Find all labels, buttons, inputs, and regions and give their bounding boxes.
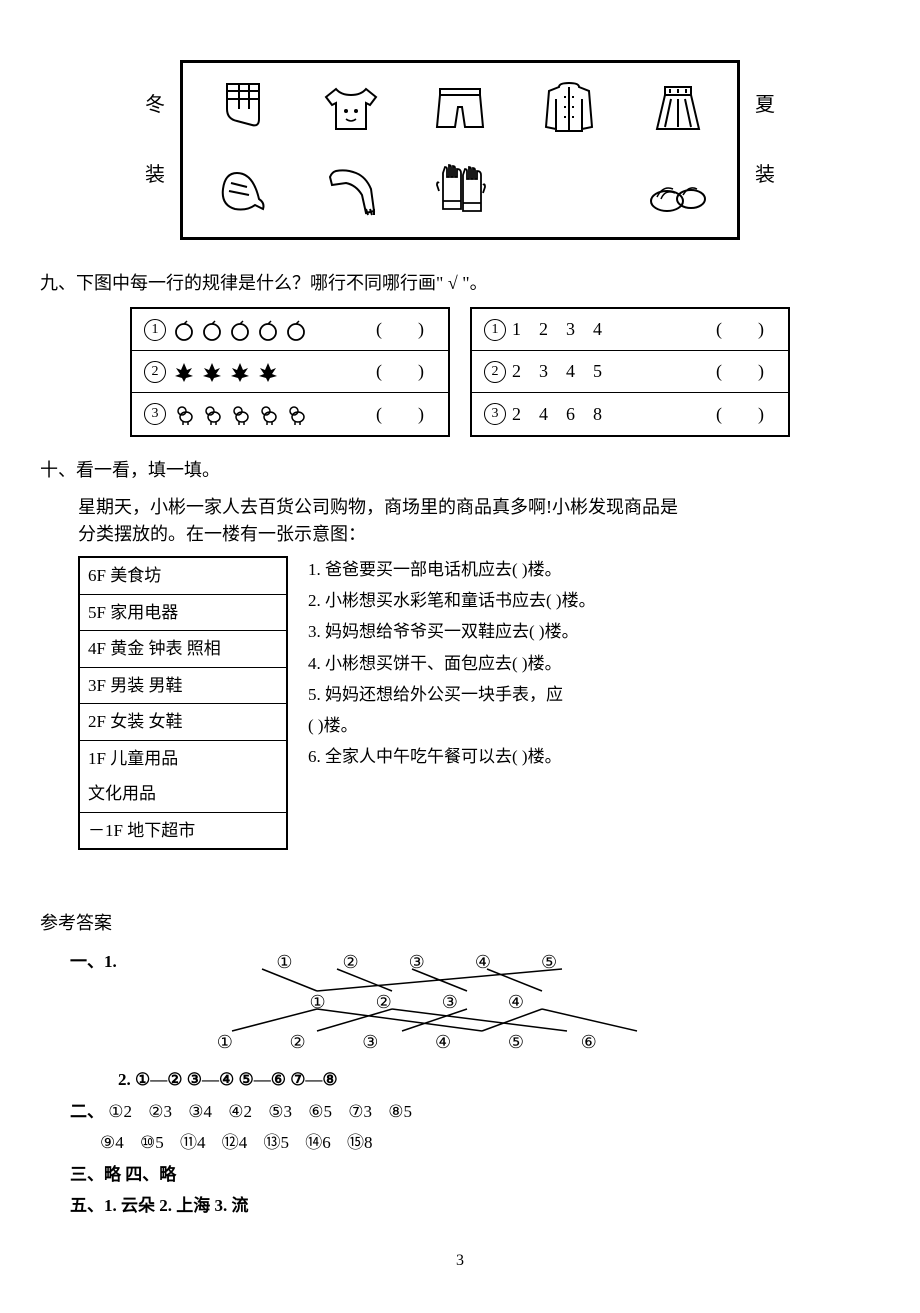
scarf-icon — [302, 155, 401, 227]
chicken-icons — [172, 402, 364, 426]
floor-table: 6F 美食坊 5F 家用电器 4F 黄金 钟表 照相 3F 男装 男鞋 2F 女… — [78, 556, 288, 850]
gloves-icon — [411, 155, 510, 227]
hat-icon — [193, 155, 292, 227]
pattern-row-3: 3 ( ) — [132, 393, 448, 435]
cr-t-5: ⑤ — [541, 949, 557, 976]
number-row-2: 2 3 4 5 — [512, 358, 704, 385]
cr-b-3: ③ — [362, 1029, 378, 1056]
cr-b-6: ⑥ — [581, 1029, 597, 1056]
q3: 3. 妈妈想给爷爷买一双鞋应去( )楼。 — [308, 618, 880, 645]
floor-4f: 4F 黄金 钟表 照相 — [80, 631, 286, 668]
floor-6f: 6F 美食坊 — [80, 558, 286, 595]
label-winter: 冬 装 — [140, 90, 170, 190]
pattern-right-row-3: 3 2 4 6 8 ( ) — [472, 393, 788, 435]
section-10-intro: 星期天，小彬一家人去百货公司购物，商场里的商品真多啊!小彬发现商品是 分类摆放的… — [78, 494, 880, 548]
cr-m-3: ③ — [442, 989, 458, 1016]
paren: ( ) — [376, 401, 424, 428]
cr-m-2: ② — [376, 989, 392, 1016]
pattern-row-2: 2 ( ) — [132, 351, 448, 393]
cr-m-4: ④ — [508, 989, 524, 1016]
coat-icon — [519, 73, 618, 145]
ans-1-2: 2. ①—② ③—④ ⑤—⑥ ⑦—⑧ — [118, 1067, 880, 1093]
intro-line-1: 星期天，小彬一家人去百货公司购物，商场里的商品真多啊!小彬发现商品是 — [78, 494, 880, 521]
floor-1f-b: 文化用品 — [80, 776, 286, 813]
paren: ( ) — [716, 401, 764, 428]
q5b: ( )楼。 — [308, 712, 880, 739]
paren: ( ) — [376, 316, 424, 343]
pattern-table-right: 1 1 2 3 4 ( ) 2 2 3 4 5 ( ) — [470, 307, 790, 437]
floor-1f-a: 1F 儿童用品 — [80, 741, 286, 777]
shorts-icon — [411, 73, 510, 145]
ans-3-4: 三、略 四、略 — [70, 1162, 880, 1188]
char-winter-2: 装 — [140, 160, 170, 190]
section-10-content: 6F 美食坊 5F 家用电器 4F 黄金 钟表 照相 3F 男装 男鞋 2F 女… — [78, 556, 880, 850]
cr-b-5: ⑤ — [508, 1029, 524, 1056]
number-row-1: 1 2 3 4 — [512, 316, 704, 343]
paren: ( ) — [716, 358, 764, 385]
pattern-table-left: 1 ( ) 2 ( ) — [130, 307, 450, 437]
cr-b-2: ② — [290, 1029, 306, 1056]
q1: 1. 爸爸要买一部电话机应去( )楼。 — [308, 556, 880, 583]
pattern-row-1: 1 ( ) — [132, 309, 448, 351]
section-9: 九、下图中每一行的规律是什么？哪行不同哪行画" √ "。 1 ( ) 2 — [40, 270, 880, 437]
empty-icon — [519, 155, 618, 227]
section-8: 冬 装 — [40, 60, 880, 240]
row-num-r3: 3 — [484, 403, 506, 425]
cr-t-2: ② — [343, 949, 359, 976]
intro-line-2: 分类摆放的。在一楼有一张示意图： — [78, 521, 880, 548]
floor-2f: 2F 女装 女鞋 — [80, 704, 286, 741]
paren: ( ) — [716, 316, 764, 343]
cr-t-3: ③ — [409, 949, 425, 976]
cr-b-1: ① — [217, 1029, 233, 1056]
row-num-2: 2 — [144, 361, 166, 383]
q2: 2. 小彬想买水彩笔和童话书应去( )楼。 — [308, 587, 880, 614]
page-number: 3 — [40, 1249, 880, 1273]
section-10-title: 十、看一看，填一填。 — [40, 457, 880, 484]
cr-b-4: ④ — [435, 1029, 451, 1056]
q4: 4. 小彬想买饼干、面包应去( )楼。 — [308, 650, 880, 677]
apple-icons — [172, 318, 364, 342]
clothing-icons — [183, 63, 737, 237]
cr-m-1: ① — [309, 989, 325, 1016]
cr-t-4: ④ — [475, 949, 491, 976]
socks-icon — [193, 73, 292, 145]
sandals-icon — [628, 155, 727, 227]
floor-3f: 3F 男装 男鞋 — [80, 668, 286, 705]
section-9-title: 九、下图中每一行的规律是什么？哪行不同哪行画" √ "。 — [40, 270, 880, 297]
row-num-r2: 2 — [484, 361, 506, 383]
questions-list: 1. 爸爸要买一部电话机应去( )楼。 2. 小彬想买水彩笔和童话书应去( )楼… — [308, 556, 880, 850]
q5a: 5. 妈妈还想给外公买一块手表，应 — [308, 681, 880, 708]
cross-diagram: ① ② ③ ④ ⑤ ① ② ③ ④ ① ② ③ ④ ⑤ ⑥ — [187, 949, 647, 1059]
answers-section: 参考答案 一、1. ① ② ③ ④ — [40, 910, 880, 1219]
floor-b1: －1F 地下超市 — [80, 813, 286, 849]
ans-2-a: 二、 ①2 ②3 ③4 ④2 ⑤3 ⑥5 ⑦3 ⑧5 — [70, 1099, 880, 1125]
pattern-right-row-2: 2 2 3 4 5 ( ) — [472, 351, 788, 393]
ans-5: 五、1. 云朵 2. 上海 3. 流 — [70, 1193, 880, 1219]
pattern-right-row-1: 1 1 2 3 4 ( ) — [472, 309, 788, 351]
char-summer-1: 夏 — [750, 90, 780, 120]
char-summer-2: 装 — [750, 160, 780, 190]
label-summer: 夏 装 — [750, 90, 780, 190]
paren: ( ) — [376, 358, 424, 385]
row-num-1: 1 — [144, 319, 166, 341]
cross-row-middle: ① ② ③ ④ — [187, 989, 647, 1016]
skirt-icon — [628, 73, 727, 145]
tshirt-icon — [302, 73, 401, 145]
ans-1-label: 一、1. — [70, 949, 117, 1067]
floor-5f: 5F 家用电器 — [80, 595, 286, 632]
ans-2-b: ⑨4 ⑩5 ⑪4 ⑫4 ⑬5 ⑭6 ⑮8 — [100, 1130, 880, 1156]
maple-icons — [172, 360, 364, 384]
char-winter-1: 冬 — [140, 90, 170, 120]
row-num-r1: 1 — [484, 319, 506, 341]
pattern-container: 1 ( ) 2 ( ) — [40, 307, 880, 437]
row-num-3: 3 — [144, 403, 166, 425]
section-10: 十、看一看，填一填。 星期天，小彬一家人去百货公司购物，商场里的商品真多啊!小彬… — [40, 457, 880, 850]
cross-row-top: ① ② ③ ④ ⑤ — [187, 949, 647, 976]
q6: 6. 全家人中午吃午餐可以去( )楼。 — [308, 743, 880, 770]
answers-title: 参考答案 — [40, 910, 880, 937]
cr-t-1: ① — [276, 949, 292, 976]
cross-row-bottom: ① ② ③ ④ ⑤ ⑥ — [187, 1029, 627, 1056]
clothing-box — [180, 60, 740, 240]
number-row-3: 2 4 6 8 — [512, 401, 704, 428]
